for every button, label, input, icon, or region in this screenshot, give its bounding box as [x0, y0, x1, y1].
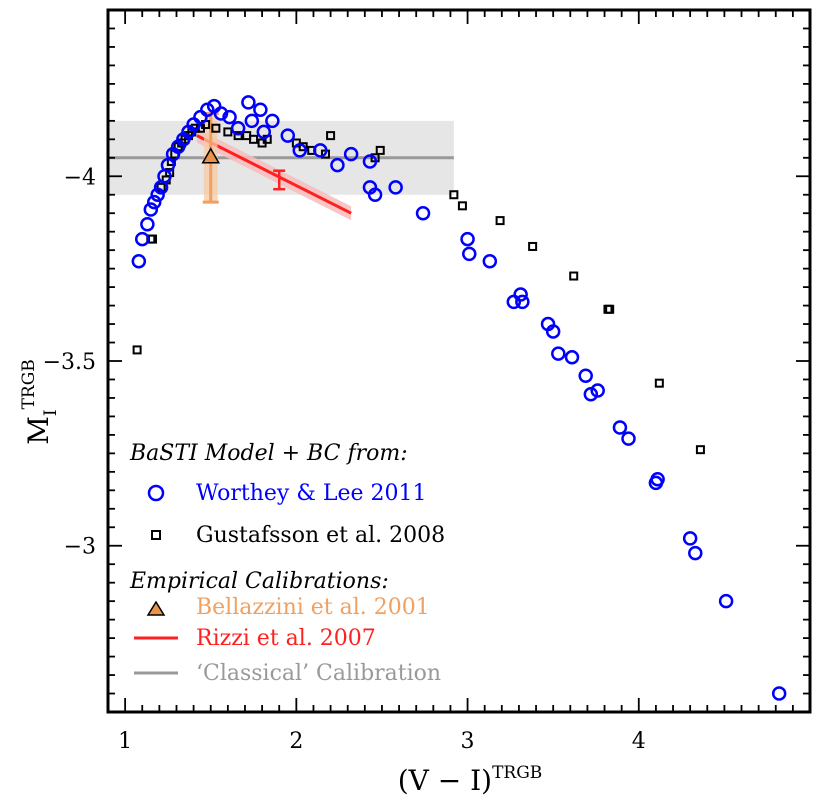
gustafsson-point: [449, 190, 459, 200]
gustafsson-point: [326, 131, 336, 141]
x-tick-label: 3: [461, 729, 475, 754]
bellazzini-point: [201, 111, 221, 204]
worthey-point: [650, 471, 665, 487]
gustafsson-point: [211, 123, 221, 133]
x-tick-label: 2: [289, 729, 303, 754]
worthey-point: [213, 106, 229, 121]
y-tick-label: −4: [64, 165, 96, 190]
rizzi-error-bar: [273, 169, 286, 191]
worthey-point: [280, 128, 296, 143]
worthey-point: [244, 113, 260, 129]
x-tick-label: 1: [118, 729, 132, 754]
worthey-point: [545, 324, 561, 339]
legend-entry-classical: ‘Classical’ Calibration: [196, 661, 441, 686]
worthey-point: [682, 531, 698, 546]
worthey-point: [362, 154, 378, 169]
gustafsson-point: [695, 445, 705, 455]
gustafsson-point: [495, 216, 505, 226]
gustafsson-point: [249, 134, 259, 144]
x-axis-label: (V − I)TRGB: [398, 763, 543, 797]
worthey-point: [241, 95, 256, 110]
worthey-point: [146, 194, 162, 210]
worthey-point: [230, 120, 246, 136]
legend-heading-models: BaSTI Model + BC from:: [129, 441, 408, 466]
worthey-point: [143, 202, 159, 217]
worthey-point: [482, 253, 498, 269]
x-tick-label: 4: [632, 729, 646, 754]
worthey-point: [578, 368, 593, 384]
gustafsson-point: [223, 127, 233, 137]
y-axis-label: MITRGB: [19, 359, 61, 445]
worthey-point: [621, 431, 636, 446]
worthey-point: [140, 217, 155, 232]
worthey-point: [771, 686, 787, 701]
worthey-point: [256, 124, 272, 140]
worthey-point: [718, 593, 734, 609]
worthey-point: [292, 143, 308, 158]
legend-entry-worthey: Worthey & Lee 2011: [196, 481, 427, 506]
bellazzini-triangle: [201, 147, 221, 164]
worthey-point: [330, 157, 345, 173]
worthey-point: [551, 346, 566, 361]
worthey-point: [564, 350, 580, 365]
y-tick-label: −3: [64, 535, 96, 560]
worthey-point: [313, 143, 328, 158]
worthey-point: [688, 545, 703, 561]
worthey-point: [462, 246, 477, 262]
gustafsson-point: [654, 378, 664, 388]
gustafsson-point: [457, 201, 467, 211]
legend-heading-empirical: Empirical Calibrations:: [129, 569, 389, 594]
legend-entry-bellazzini: Bellazzini et al. 2001: [196, 595, 430, 620]
gustafsson-point: [528, 241, 538, 251]
axis-ticks: [108, 10, 810, 713]
worthey-point: [222, 109, 237, 125]
worthey-point: [460, 231, 475, 247]
gustafsson-point: [569, 271, 579, 281]
worthey-point: [150, 187, 165, 202]
worthey-point: [415, 205, 431, 221]
worthey-point: [134, 231, 150, 247]
legend-triangle-marker: [146, 600, 166, 616]
axis-tick-labels: 1 2 3 4 −4 −3.5 −3: [43, 165, 646, 754]
worthey-point: [253, 102, 268, 118]
gustafsson-point: [233, 131, 243, 141]
legend-square-marker: [151, 530, 161, 540]
y-tick-label: −3.5: [43, 350, 96, 375]
worthey-point: [612, 420, 628, 435]
worthey-point: [590, 383, 605, 398]
legend-circle-marker: [147, 484, 165, 502]
worthey-point: [367, 187, 383, 202]
gustafsson-point: [298, 142, 308, 152]
series-gustafsson: [132, 120, 705, 455]
worthey-point: [343, 146, 359, 162]
legend-entry-rizzi: Rizzi et al. 2007: [196, 626, 376, 651]
gustafsson-point: [375, 145, 385, 155]
worthey-point: [265, 113, 280, 129]
legend-entry-gustafsson: Gustafsson et al. 2008: [196, 523, 445, 548]
worthey-point: [131, 253, 147, 269]
gustafsson-point: [605, 304, 615, 314]
worthey-point: [388, 180, 403, 195]
worthey-point: [515, 294, 530, 310]
worthey-point: [513, 287, 528, 302]
series-worthey-lee: [131, 95, 787, 701]
rizzi-calibration-line: [196, 134, 352, 215]
gustafsson-point: [132, 345, 142, 355]
legend: BaSTI Model + BC from: Worthey & Lee 201…: [129, 441, 445, 686]
